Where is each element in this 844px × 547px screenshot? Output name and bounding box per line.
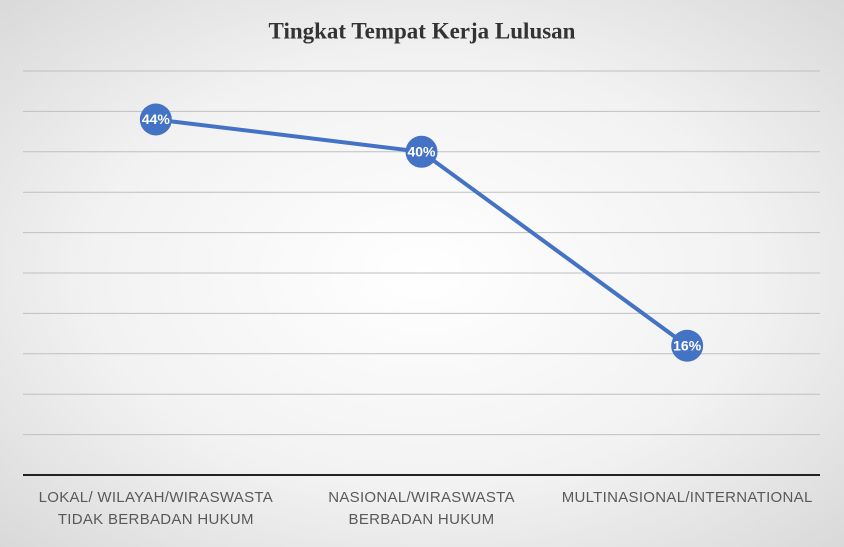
data-label: 44% <box>142 111 171 127</box>
data-label: 40% <box>407 144 436 160</box>
chart-title: Tingkat Tempat Kerja Lulusan <box>269 18 576 43</box>
x-tick-label: NASIONAL/WIRASWASTA BERBADAN HUKUM <box>328 489 515 528</box>
data-label: 16% <box>673 337 702 353</box>
x-tick-label: MULTINASIONAL/INTERNATIONAL <box>561 489 813 506</box>
data-point <box>671 329 704 362</box>
x-tick-label: LOKAL/ WILAYAH/WIRASWASTA TIDAK BERBADAN… <box>38 489 274 528</box>
data-point <box>405 135 438 168</box>
data-point <box>139 103 172 136</box>
